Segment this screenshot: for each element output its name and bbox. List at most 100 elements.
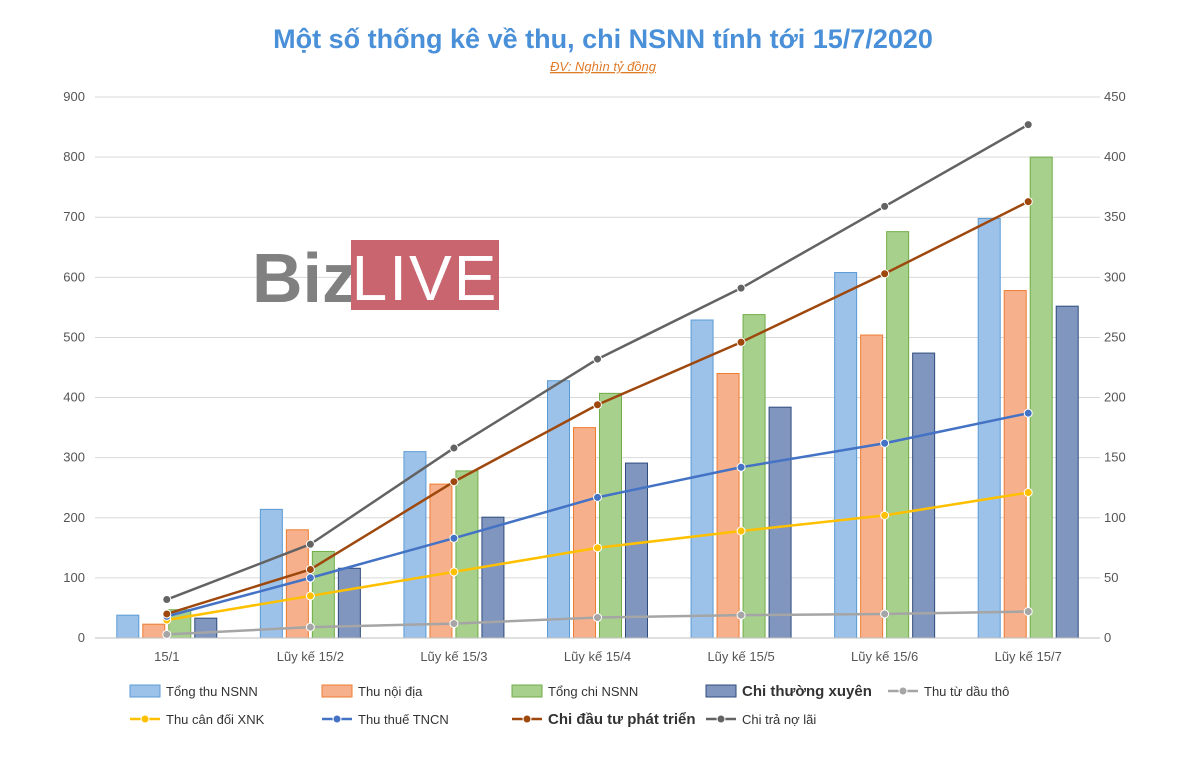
line-point bbox=[449, 443, 459, 453]
bar bbox=[912, 352, 936, 639]
y2-tick-label: 350 bbox=[1104, 209, 1126, 224]
bar bbox=[481, 516, 505, 639]
line-point bbox=[593, 492, 602, 502]
bar bbox=[834, 272, 858, 639]
y-tick-label: 200 bbox=[63, 510, 85, 525]
chart-title: Một số thống kê về thu, chi NSNN tính tớ… bbox=[273, 24, 933, 54]
line-point bbox=[736, 283, 746, 293]
line-point bbox=[1023, 607, 1033, 617]
line-point bbox=[1023, 408, 1033, 418]
line-point bbox=[162, 595, 172, 605]
line-point bbox=[305, 573, 315, 583]
legend-marker bbox=[140, 714, 150, 724]
bar bbox=[116, 614, 140, 639]
line-point bbox=[880, 438, 890, 448]
x-tick-label: Lũy kế 15/4 bbox=[564, 649, 631, 664]
bar bbox=[977, 217, 1001, 639]
legend-swatch bbox=[321, 684, 353, 698]
line-point bbox=[880, 510, 890, 520]
legend-label: Thu thuế TNCN bbox=[358, 712, 449, 727]
line-point bbox=[736, 462, 746, 472]
bar bbox=[429, 483, 453, 639]
line-point bbox=[162, 629, 172, 639]
legend-swatch bbox=[705, 684, 737, 698]
bar bbox=[599, 392, 622, 639]
line-point bbox=[305, 539, 315, 549]
line-point bbox=[736, 610, 746, 620]
line-point bbox=[1023, 197, 1033, 207]
y2-tick-label: 300 bbox=[1104, 269, 1126, 284]
bar bbox=[259, 508, 283, 639]
bar bbox=[142, 623, 166, 639]
line-point bbox=[449, 567, 459, 577]
line-point bbox=[305, 622, 315, 632]
legend-marker bbox=[522, 714, 532, 724]
legend-label: Chi thường xuyên bbox=[742, 683, 872, 700]
bar bbox=[455, 470, 479, 639]
legend-marker bbox=[332, 714, 342, 724]
legend: Tổng thu NSNN Thu nội địa Tổng chi NSNN Chi… bbox=[129, 683, 1009, 728]
y-tick-label: 400 bbox=[63, 390, 85, 405]
line-point bbox=[736, 337, 746, 347]
y2-tick-label: 400 bbox=[1104, 149, 1126, 164]
chart-subtitle: ĐV: Nghìn tỷ đồng bbox=[550, 59, 657, 74]
line-point bbox=[593, 543, 602, 553]
y-tick-label: 100 bbox=[63, 570, 85, 585]
y2-tick-label: 250 bbox=[1104, 329, 1126, 344]
legend-swatch bbox=[129, 684, 161, 698]
bar bbox=[768, 406, 792, 639]
watermark-biz-text: Biz bbox=[252, 239, 357, 317]
bar bbox=[690, 319, 714, 639]
bar bbox=[716, 373, 740, 639]
bar bbox=[1055, 305, 1079, 639]
legend-label: Thu nội địa bbox=[358, 684, 423, 699]
legend-marker bbox=[898, 686, 908, 696]
x-tick-label: Lũy kế 15/7 bbox=[995, 649, 1062, 664]
y2-tick-label: 150 bbox=[1104, 450, 1126, 465]
x-tick-label: 15/1 bbox=[154, 649, 179, 664]
watermark-live-box bbox=[351, 240, 499, 310]
line-point bbox=[449, 619, 459, 629]
y2-tick-label: 100 bbox=[1104, 510, 1126, 525]
y2-tick-label: 0 bbox=[1104, 630, 1111, 645]
line-point bbox=[736, 526, 746, 536]
primary-y-axis: 0 100 200 300 400 500 600 700 800 900 bbox=[63, 89, 85, 645]
bar bbox=[1003, 290, 1027, 639]
y2-tick-label: 50 bbox=[1104, 570, 1118, 585]
y2-tick-label: 200 bbox=[1104, 390, 1126, 405]
y-tick-label: 0 bbox=[78, 630, 85, 645]
x-tick-label: Lũy kế 15/5 bbox=[707, 649, 774, 664]
secondary-y-axis: 0 50 100 150 200 250 300 350 400 450 bbox=[1104, 89, 1126, 645]
y-tick-label: 700 bbox=[63, 209, 85, 224]
y-tick-label: 900 bbox=[63, 89, 85, 104]
line-point bbox=[1023, 488, 1033, 498]
legend-label: Chi đầu tư phát triển bbox=[548, 711, 696, 728]
x-tick-label: Lũy kế 15/6 bbox=[851, 649, 918, 664]
line-point bbox=[593, 613, 602, 623]
legend-label: Tổng thu NSNN bbox=[166, 684, 258, 699]
y-tick-label: 500 bbox=[63, 329, 85, 344]
y-tick-label: 800 bbox=[63, 149, 85, 164]
bar bbox=[573, 427, 596, 639]
legend-marker bbox=[716, 714, 726, 724]
line-point bbox=[305, 591, 315, 601]
bar bbox=[1029, 156, 1053, 639]
line-point bbox=[593, 354, 602, 364]
watermark-live-text: LIVE bbox=[352, 242, 499, 314]
line-point bbox=[305, 564, 315, 574]
bar bbox=[886, 231, 910, 639]
bar bbox=[194, 617, 218, 639]
bizlive-watermark: Biz LIVE bbox=[252, 239, 499, 317]
bar bbox=[742, 314, 766, 639]
line-point bbox=[162, 609, 172, 619]
category-labels: 15/1 Lũy kế 15/2 Lũy kế 15/3 Lũy kế 15/4 Lũy… bbox=[154, 649, 1062, 664]
x-tick-label: Lũy kế 15/2 bbox=[277, 649, 344, 664]
legend-label: Tổng chi NSNN bbox=[548, 684, 638, 699]
bar-series-group bbox=[116, 156, 1079, 639]
line-point bbox=[1023, 120, 1033, 130]
line-point bbox=[880, 269, 890, 279]
line-point bbox=[880, 609, 890, 619]
bar bbox=[860, 334, 884, 639]
legend-label: Thu từ dầu thô bbox=[924, 684, 1009, 699]
